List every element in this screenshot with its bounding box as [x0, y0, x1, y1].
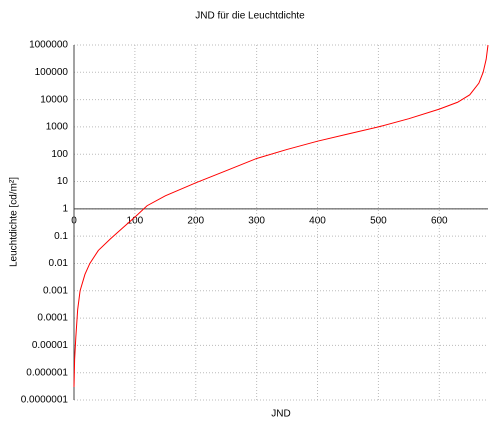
y-tick-label: 0.0001 — [37, 313, 68, 324]
y-tick-label: 0.1 — [54, 231, 68, 242]
y-tick-label: 0.001 — [43, 285, 68, 296]
data-line — [73, 44, 489, 387]
y-tick-label: 100000 — [35, 67, 69, 78]
y-tick-label: 0.00001 — [32, 340, 69, 351]
x-tick-label: 300 — [248, 215, 265, 226]
y-tick-label: 10 — [57, 176, 69, 187]
y-tick-label: 1000000 — [29, 40, 68, 51]
x-tick-label: 400 — [309, 215, 326, 226]
y-tick-label: 1 — [62, 203, 68, 214]
x-tick-label: 200 — [187, 215, 204, 226]
x-tick-label: 100 — [127, 215, 144, 226]
y-tick-label: 1000 — [46, 122, 69, 133]
x-tick-label: 600 — [431, 215, 448, 226]
y-axis-title: Leuchtdichte [cd/m²] — [9, 177, 20, 267]
x-axis-title: JND — [271, 409, 290, 420]
y-tick-label: 100 — [51, 149, 68, 160]
y-tick-label: 0.0000001 — [21, 395, 69, 406]
y-tick-label: 0.01 — [49, 258, 69, 269]
chart-title: JND für die Leuchtdichte — [195, 11, 305, 22]
x-tick-label: 500 — [370, 215, 387, 226]
y-tick-label: 0.000001 — [26, 367, 68, 378]
y-tick-label: 10000 — [40, 94, 68, 105]
